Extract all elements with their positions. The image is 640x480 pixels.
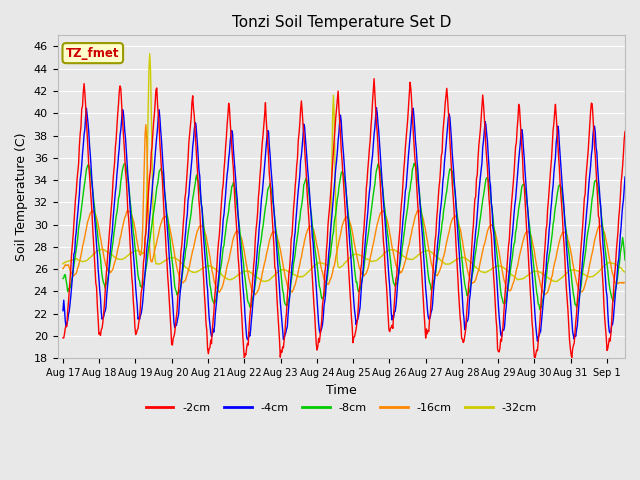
Legend: -2cm, -4cm, -8cm, -16cm, -32cm: -2cm, -4cm, -8cm, -16cm, -32cm: [141, 398, 541, 417]
Text: TZ_fmet: TZ_fmet: [66, 47, 120, 60]
Title: Tonzi Soil Temperature Set D: Tonzi Soil Temperature Set D: [232, 15, 451, 30]
X-axis label: Time: Time: [326, 384, 356, 396]
Y-axis label: Soil Temperature (C): Soil Temperature (C): [15, 132, 28, 261]
